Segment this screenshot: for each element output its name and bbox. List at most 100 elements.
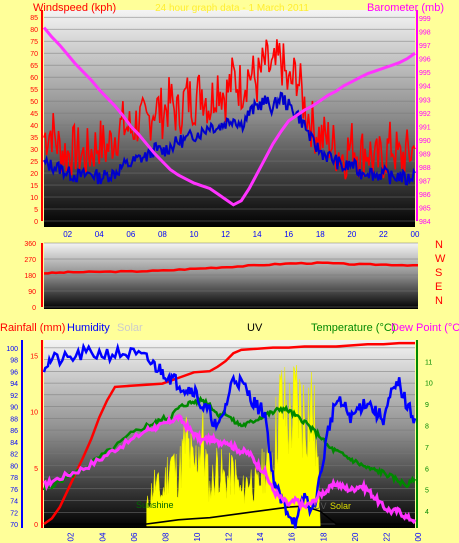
- temperature-tick-label: 9: [425, 402, 429, 409]
- dewpoint-line: [43, 413, 417, 525]
- rain-tick-label: 0: [34, 522, 38, 529]
- wind-tick-label: 70: [30, 51, 38, 58]
- x-tick-label: 20: [351, 532, 360, 541]
- humidity-tick-label: 80: [10, 463, 18, 470]
- wind-tick-label: 80: [30, 27, 38, 34]
- barometer-tick-label: 997: [419, 43, 431, 50]
- humidity-tick-label: 70: [10, 522, 18, 529]
- wind-axis-title: Windspeed (kph): [33, 2, 116, 14]
- barometer-axis-title: Barometer (mb): [367, 2, 444, 14]
- wind-tick-label: 55: [30, 87, 38, 94]
- wind-tick-label: 65: [30, 63, 38, 70]
- barometer-tick-label: 989: [419, 151, 431, 158]
- direction-tick-label: 180: [24, 273, 36, 280]
- temperature-axis-title: Temperature (°C): [311, 322, 395, 334]
- barometer-tick-label: 995: [419, 70, 431, 77]
- temperature-tick-label: 8: [425, 424, 429, 431]
- x-tick-label: 06: [130, 532, 139, 541]
- humidity-tick-label: 88: [10, 416, 18, 423]
- wind-tick-label: 0: [34, 219, 38, 226]
- humidity-tick-label: 98: [10, 358, 18, 365]
- temperature-tick-label: 10: [425, 381, 433, 388]
- uv-line: [44, 505, 415, 525]
- x-tick-label: 02: [63, 230, 72, 239]
- barometer-tick-label: 984: [419, 219, 431, 226]
- compass-label: N: [435, 239, 443, 251]
- chart-title: 24 hour graph data - 1 March 2011: [155, 3, 309, 14]
- barometer-tick-label: 992: [419, 111, 431, 118]
- compass-label: E: [435, 281, 442, 293]
- x-tick-label: 10: [193, 532, 202, 541]
- compass-label: W: [435, 253, 446, 265]
- wind-tick-label: 10: [30, 195, 38, 202]
- temperature-tick-label: 7: [425, 445, 429, 452]
- compass-label: S: [435, 267, 442, 279]
- x-tick-label: 00: [414, 532, 423, 541]
- uv-legend: UV: [247, 322, 263, 334]
- temperature-tick-label: 5: [425, 488, 429, 495]
- humidity-tick-label: 72: [10, 510, 18, 517]
- barometer-tick-label: 996: [419, 57, 431, 64]
- humidity-tick-label: 78: [10, 475, 18, 482]
- humidity-tick-label: 82: [10, 452, 18, 459]
- rain-tick-label: 10: [30, 410, 38, 417]
- barometer-tick-label: 986: [419, 192, 431, 199]
- wind-axis-ticks: 0 5 10 15 20 25 30 35 40 45 50 55 60 65 70 75 80 85 984 985…: [30, 10, 431, 226]
- temperature-axis-ticks: 7072747678808284868890929496981000510154…: [6, 340, 433, 541]
- humidity-tick-label: 74: [10, 499, 18, 506]
- wind-tick-label: 50: [30, 99, 38, 106]
- solar-legend: Solar: [117, 322, 143, 334]
- humidity-tick-label: 76: [10, 487, 18, 494]
- wind-tick-label: 45: [30, 111, 38, 118]
- wind-plot-area: [44, 10, 415, 227]
- x-tick-label: 18: [316, 230, 325, 239]
- barometer-tick-label: 991: [419, 124, 431, 131]
- dewpoint-axis-title: Dew Point (°C): [391, 322, 459, 334]
- wind-direction-line: [44, 261, 418, 275]
- barometer-tick-label: 998: [419, 30, 431, 37]
- wind-tick-label: 5: [34, 207, 38, 214]
- wind-x-ticks: 02 04 06 08 10 12 14 16 18 20 22 00: [63, 230, 420, 239]
- humidity-line: [42, 342, 417, 529]
- direction-tick-label: 360: [24, 241, 36, 248]
- barometer-tick-label: 999: [419, 16, 431, 23]
- direction-plot-area: [44, 243, 418, 309]
- sunshine-label: Sunshine: [136, 500, 174, 510]
- wind-tick-label: 85: [30, 15, 38, 22]
- humidity-tick-label: 86: [10, 428, 18, 435]
- solar-inner-label: Solar: [330, 501, 351, 511]
- humidity-tick-label: 90: [10, 405, 18, 412]
- x-tick-label: 08: [158, 230, 167, 239]
- x-tick-label: 22: [379, 230, 388, 239]
- wind-tick-label: 75: [30, 39, 38, 46]
- x-tick-label: 22: [382, 532, 391, 541]
- barometer-tick-label: 990: [419, 138, 431, 145]
- wind-tick-label: 40: [30, 123, 38, 130]
- x-tick-label: 04: [98, 532, 107, 541]
- x-tick-label: 20: [347, 230, 356, 239]
- temperature-line: [42, 393, 417, 491]
- wind-average-line: [43, 91, 416, 186]
- humidity-tick-label: 94: [10, 381, 18, 388]
- humidity-tick-label: 96: [10, 369, 18, 376]
- x-tick-label: 16: [284, 230, 293, 239]
- barometer-tick-label: 993: [419, 97, 431, 104]
- wind-tick-label: 30: [30, 147, 38, 154]
- temperature-tick-label: 6: [425, 466, 429, 473]
- uv-inner-label: UV: [314, 501, 327, 511]
- direction-tick-label: 90: [28, 289, 36, 296]
- rain-axis-title: Rainfall (mm): [0, 322, 65, 334]
- x-tick-label: 10: [190, 230, 199, 239]
- temperature-tick-label: 4: [425, 509, 429, 516]
- barometer-tick-label: 988: [419, 165, 431, 172]
- wind-tick-label: 20: [30, 171, 38, 178]
- x-tick-label: 14: [256, 532, 265, 541]
- x-tick-label: 06: [126, 230, 135, 239]
- humidity-tick-label: 92: [10, 393, 18, 400]
- x-tick-label: 02: [67, 532, 76, 541]
- humidity-tick-label: 84: [10, 440, 18, 447]
- direction-tick-label: 0: [32, 305, 36, 312]
- wind-tick-label: 35: [30, 135, 38, 142]
- compass-label: N: [435, 295, 443, 307]
